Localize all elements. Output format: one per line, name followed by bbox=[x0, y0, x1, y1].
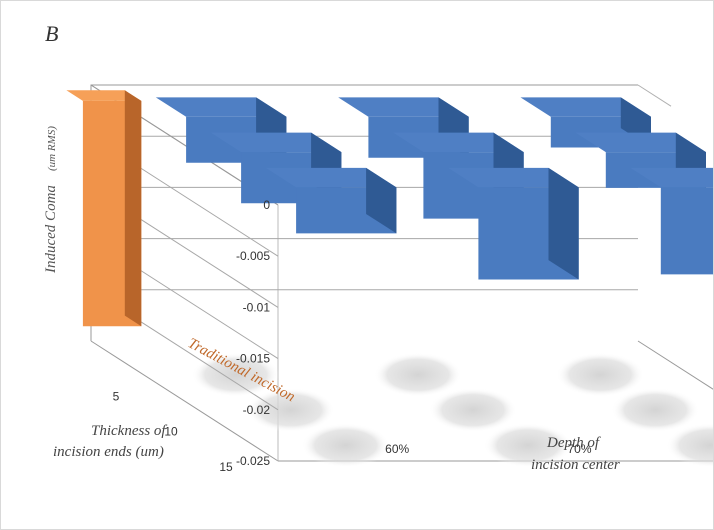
y-axis-label: Induced Coma bbox=[43, 185, 59, 274]
bar-top-face bbox=[630, 167, 713, 188]
floor-shadow bbox=[666, 423, 713, 468]
depth-tick-labels: 60%70%80% bbox=[385, 442, 592, 456]
bar-top-face bbox=[210, 132, 342, 153]
thickness-tick-label: 10 bbox=[164, 425, 178, 439]
y-axis-unit: (um RMS) bbox=[46, 126, 58, 171]
floor-shadow bbox=[301, 423, 390, 468]
floor-shadow bbox=[429, 388, 517, 433]
blue-bar bbox=[630, 167, 713, 275]
floor-shadow bbox=[191, 352, 280, 397]
bar-top-face bbox=[575, 132, 706, 153]
blue-bar bbox=[265, 167, 397, 234]
thickness-tick-label: 5 bbox=[113, 389, 120, 403]
bar-top-face bbox=[155, 97, 287, 117]
floor-right-edge bbox=[637, 340, 713, 390]
bar-side-face bbox=[124, 90, 142, 327]
depth-tick-label: 70% bbox=[567, 442, 591, 456]
bar-top-face bbox=[66, 90, 142, 101]
bar-top-face bbox=[520, 97, 651, 117]
bar-side-face bbox=[366, 167, 397, 234]
y-tick-label: 0 bbox=[263, 198, 270, 212]
floor-shadows bbox=[191, 352, 713, 468]
y-axis-title: Induced Coma (um RMS) bbox=[43, 126, 59, 274]
thickness-tick-labels: 5 10 15 bbox=[113, 389, 233, 474]
y-tick-label: -0.01 bbox=[243, 300, 271, 314]
floor-shadow bbox=[246, 388, 335, 433]
thickness-axis-title-line1: Thickness of bbox=[91, 423, 167, 439]
floor-left-edge bbox=[90, 340, 279, 462]
y-tick-label: -0.02 bbox=[243, 403, 271, 417]
blue-bar bbox=[448, 167, 579, 280]
bars bbox=[66, 90, 713, 327]
y-tick-label: -0.025 bbox=[236, 454, 270, 468]
bar-top-face bbox=[265, 167, 397, 188]
thickness-tick-label: 15 bbox=[219, 460, 233, 474]
bar-side-face bbox=[548, 167, 579, 280]
bar-top-face bbox=[338, 97, 469, 117]
y-tick-labels: 0 -0.005 -0.01 -0.015 -0.02 -0.025 bbox=[236, 198, 270, 468]
bar-top-face bbox=[393, 132, 524, 153]
depth-axis-title-line2: incision center bbox=[531, 457, 620, 473]
thickness-axis-title-line2: incision ends (um) bbox=[53, 444, 164, 460]
bar-top-face bbox=[448, 167, 579, 188]
y-tick-label: -0.015 bbox=[236, 352, 270, 366]
gridline bbox=[89, 289, 638, 411]
traditional-incision-bar bbox=[66, 90, 142, 327]
floor-shadow bbox=[484, 423, 572, 468]
panel-label: B bbox=[45, 21, 58, 46]
top-plane-right-edge bbox=[637, 84, 672, 107]
floor-shadow bbox=[556, 352, 645, 397]
depth-tick-label: 60% bbox=[385, 442, 409, 456]
floor-shadow bbox=[374, 352, 462, 397]
floor-shadow bbox=[611, 388, 700, 433]
y-tick-label: -0.005 bbox=[236, 249, 270, 263]
depth-axis-title-line1: Depth of bbox=[546, 435, 601, 451]
bar-front-face bbox=[660, 187, 713, 275]
